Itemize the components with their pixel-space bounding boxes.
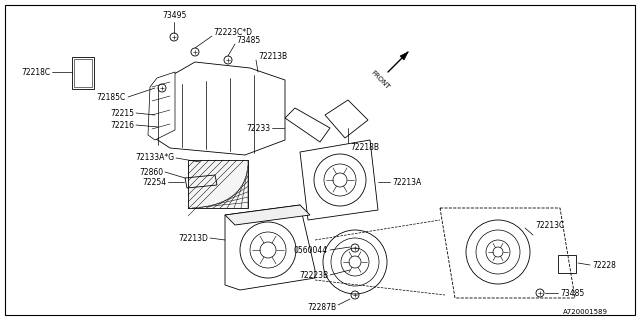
Text: 72216: 72216: [110, 121, 134, 130]
Text: 73495: 73495: [163, 11, 187, 20]
Text: 72287B: 72287B: [307, 303, 336, 313]
Bar: [72, 57, 94, 89]
Text: 72223C*D: 72223C*D: [213, 28, 252, 36]
Text: 73485: 73485: [560, 289, 584, 298]
Polygon shape: [325, 100, 368, 138]
Polygon shape: [400, 52, 408, 60]
Text: 72213D: 72213D: [178, 234, 208, 243]
Text: 72223B: 72223B: [299, 270, 328, 279]
Polygon shape: [300, 140, 378, 220]
Text: 72213C: 72213C: [535, 220, 564, 229]
Text: 72133A*G: 72133A*G: [135, 153, 174, 162]
Text: 72218B: 72218B: [350, 142, 379, 151]
Text: 73485: 73485: [236, 36, 260, 44]
Polygon shape: [285, 108, 330, 142]
Polygon shape: [225, 205, 315, 290]
Text: 72185C: 72185C: [97, 92, 126, 101]
Text: FRONT: FRONT: [369, 69, 390, 91]
Text: 72213B: 72213B: [258, 52, 287, 60]
Bar: [558, 255, 576, 273]
Text: 72233: 72233: [246, 124, 270, 132]
Text: 72218C: 72218C: [21, 68, 50, 76]
Text: A720001589: A720001589: [563, 309, 608, 315]
Text: 72228: 72228: [592, 260, 616, 269]
Polygon shape: [150, 62, 285, 155]
Text: 72215: 72215: [110, 108, 134, 117]
Bar: [188, 160, 248, 208]
Polygon shape: [225, 205, 310, 225]
Text: 72860: 72860: [139, 167, 163, 177]
Text: 72254: 72254: [142, 178, 166, 187]
Text: 0560044: 0560044: [294, 245, 328, 254]
Text: 72213A: 72213A: [392, 178, 421, 187]
Polygon shape: [148, 72, 175, 140]
Bar: [74, 59, 92, 87]
